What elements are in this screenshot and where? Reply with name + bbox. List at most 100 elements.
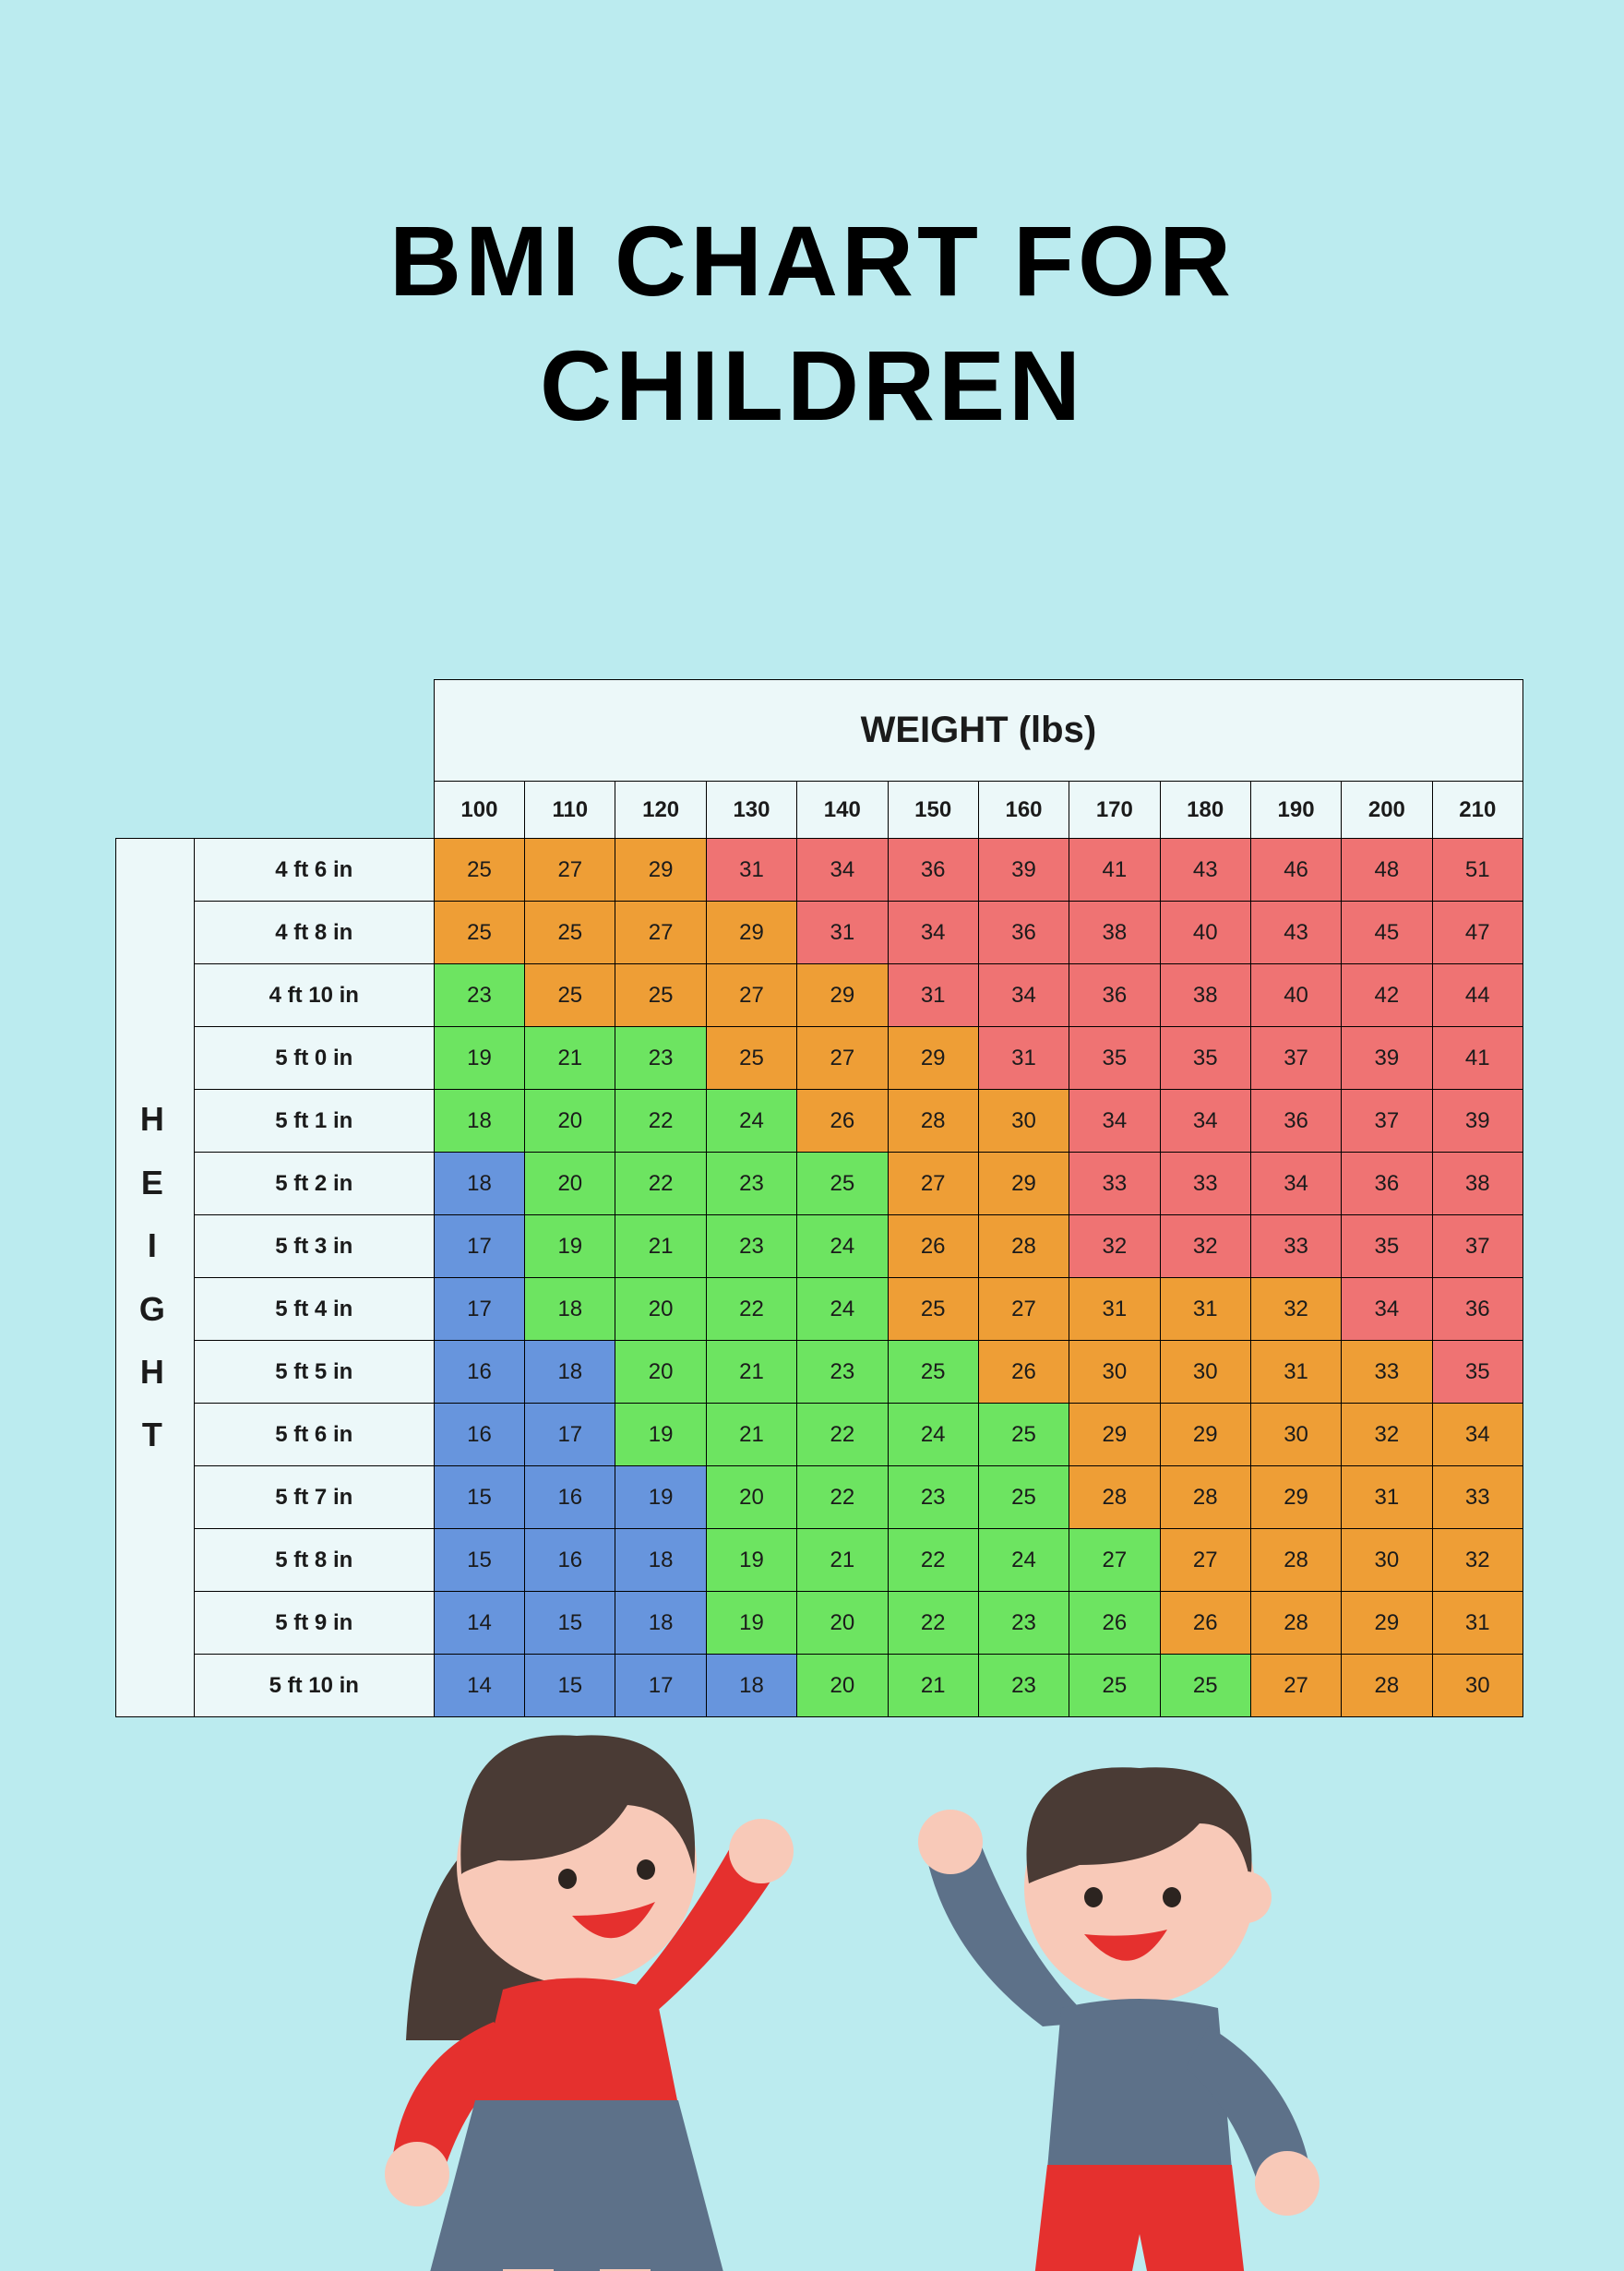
bmi-cell: 18	[434, 1153, 524, 1215]
bmi-cell: 31	[1342, 1466, 1432, 1529]
bmi-cell: 25	[615, 964, 706, 1027]
bmi-cell: 34	[797, 839, 888, 902]
height-header: 5 ft 6 in	[194, 1404, 434, 1466]
bmi-cell: 31	[797, 902, 888, 964]
bmi-cell: 16	[434, 1341, 524, 1404]
bmi-cell: 17	[434, 1215, 524, 1278]
bmi-cell: 19	[615, 1466, 706, 1529]
bmi-cell: 27	[978, 1278, 1069, 1341]
bmi-cell: 46	[1250, 839, 1341, 902]
height-header: 4 ft 10 in	[194, 964, 434, 1027]
children-illustration	[0, 1671, 1624, 2271]
bmi-cell: 33	[1160, 1153, 1250, 1215]
bmi-cell: 31	[978, 1027, 1069, 1090]
bmi-cell: 40	[1160, 902, 1250, 964]
bmi-cell: 29	[1160, 1404, 1250, 1466]
bmi-cell: 26	[1160, 1592, 1250, 1655]
height-header: 5 ft 9 in	[194, 1592, 434, 1655]
bmi-cell: 35	[1342, 1215, 1432, 1278]
bmi-cell: 33	[1432, 1466, 1522, 1529]
bmi-cell: 28	[888, 1090, 978, 1153]
weight-header: 160	[978, 782, 1069, 839]
bmi-cell: 31	[888, 964, 978, 1027]
bmi-cell: 29	[1069, 1404, 1160, 1466]
bmi-cell: 20	[706, 1466, 796, 1529]
bmi-cell: 25	[888, 1341, 978, 1404]
title-line-2: CHILDREN	[540, 329, 1084, 441]
height-title: HEIGHT	[116, 839, 195, 1717]
bmi-cell: 32	[1069, 1215, 1160, 1278]
bmi-cell: 35	[1069, 1027, 1160, 1090]
bmi-cell: 29	[797, 964, 888, 1027]
boy-icon	[918, 1767, 1320, 2271]
bmi-cell: 20	[525, 1090, 615, 1153]
bmi-cell: 31	[706, 839, 796, 902]
bmi-cell: 28	[1250, 1529, 1341, 1592]
height-header: 5 ft 5 in	[194, 1341, 434, 1404]
bmi-cell: 29	[1342, 1592, 1432, 1655]
bmi-cell: 25	[525, 902, 615, 964]
bmi-cell: 27	[706, 964, 796, 1027]
height-header: 5 ft 2 in	[194, 1153, 434, 1215]
bmi-cell: 36	[1342, 1153, 1432, 1215]
bmi-cell: 33	[1250, 1215, 1341, 1278]
bmi-cell: 35	[1160, 1027, 1250, 1090]
bmi-cell: 32	[1160, 1215, 1250, 1278]
bmi-cell: 43	[1250, 902, 1341, 964]
bmi-cell: 21	[525, 1027, 615, 1090]
bmi-cell: 18	[615, 1529, 706, 1592]
bmi-cell: 34	[1160, 1090, 1250, 1153]
height-header: 5 ft 8 in	[194, 1529, 434, 1592]
page-title: BMI CHART FOR CHILDREN	[0, 198, 1624, 448]
bmi-cell: 23	[615, 1027, 706, 1090]
bmi-cell: 45	[1342, 902, 1432, 964]
bmi-cell: 38	[1160, 964, 1250, 1027]
bmi-cell: 23	[706, 1215, 796, 1278]
height-header: 5 ft 3 in	[194, 1215, 434, 1278]
weight-header: 190	[1250, 782, 1341, 839]
bmi-cell: 29	[615, 839, 706, 902]
bmi-cell: 15	[525, 1592, 615, 1655]
bmi-cell: 17	[615, 1655, 706, 1717]
bmi-cell: 29	[1250, 1466, 1341, 1529]
bmi-cell: 14	[434, 1592, 524, 1655]
bmi-cell: 32	[1432, 1529, 1522, 1592]
bmi-cell: 18	[615, 1592, 706, 1655]
bmi-cell: 27	[1160, 1529, 1250, 1592]
height-header: 4 ft 8 in	[194, 902, 434, 964]
bmi-cell: 36	[888, 839, 978, 902]
bmi-cell: 25	[434, 902, 524, 964]
bmi-cell: 28	[1342, 1655, 1432, 1717]
bmi-cell: 41	[1432, 1027, 1522, 1090]
bmi-cell: 24	[888, 1404, 978, 1466]
bmi-cell: 21	[888, 1655, 978, 1717]
bmi-cell: 15	[434, 1466, 524, 1529]
bmi-cell: 22	[888, 1592, 978, 1655]
bmi-cell: 21	[706, 1341, 796, 1404]
bmi-cell: 25	[797, 1153, 888, 1215]
bmi-cell: 25	[1069, 1655, 1160, 1717]
bmi-cell: 30	[1069, 1341, 1160, 1404]
bmi-cell: 32	[1250, 1278, 1341, 1341]
bmi-cell: 22	[888, 1529, 978, 1592]
bmi-cell: 14	[434, 1655, 524, 1717]
height-header: 5 ft 1 in	[194, 1090, 434, 1153]
bmi-cell: 26	[1069, 1592, 1160, 1655]
bmi-cell: 36	[1250, 1090, 1341, 1153]
bmi-cell: 33	[1342, 1341, 1432, 1404]
page-root: BMI CHART FOR CHILDREN WEIGHT (lbs)10011…	[0, 0, 1624, 2271]
bmi-cell: 17	[525, 1404, 615, 1466]
bmi-cell: 38	[1069, 902, 1160, 964]
bmi-cell: 22	[797, 1404, 888, 1466]
bmi-cell: 29	[706, 902, 796, 964]
weight-header: 140	[797, 782, 888, 839]
bmi-cell: 25	[706, 1027, 796, 1090]
bmi-cell: 37	[1432, 1215, 1522, 1278]
bmi-cell: 19	[706, 1592, 796, 1655]
bmi-cell: 34	[1432, 1404, 1522, 1466]
bmi-cell: 37	[1250, 1027, 1341, 1090]
bmi-cell: 23	[978, 1592, 1069, 1655]
bmi-cell: 17	[434, 1278, 524, 1341]
bmi-cell: 25	[525, 964, 615, 1027]
bmi-cell: 33	[1069, 1153, 1160, 1215]
